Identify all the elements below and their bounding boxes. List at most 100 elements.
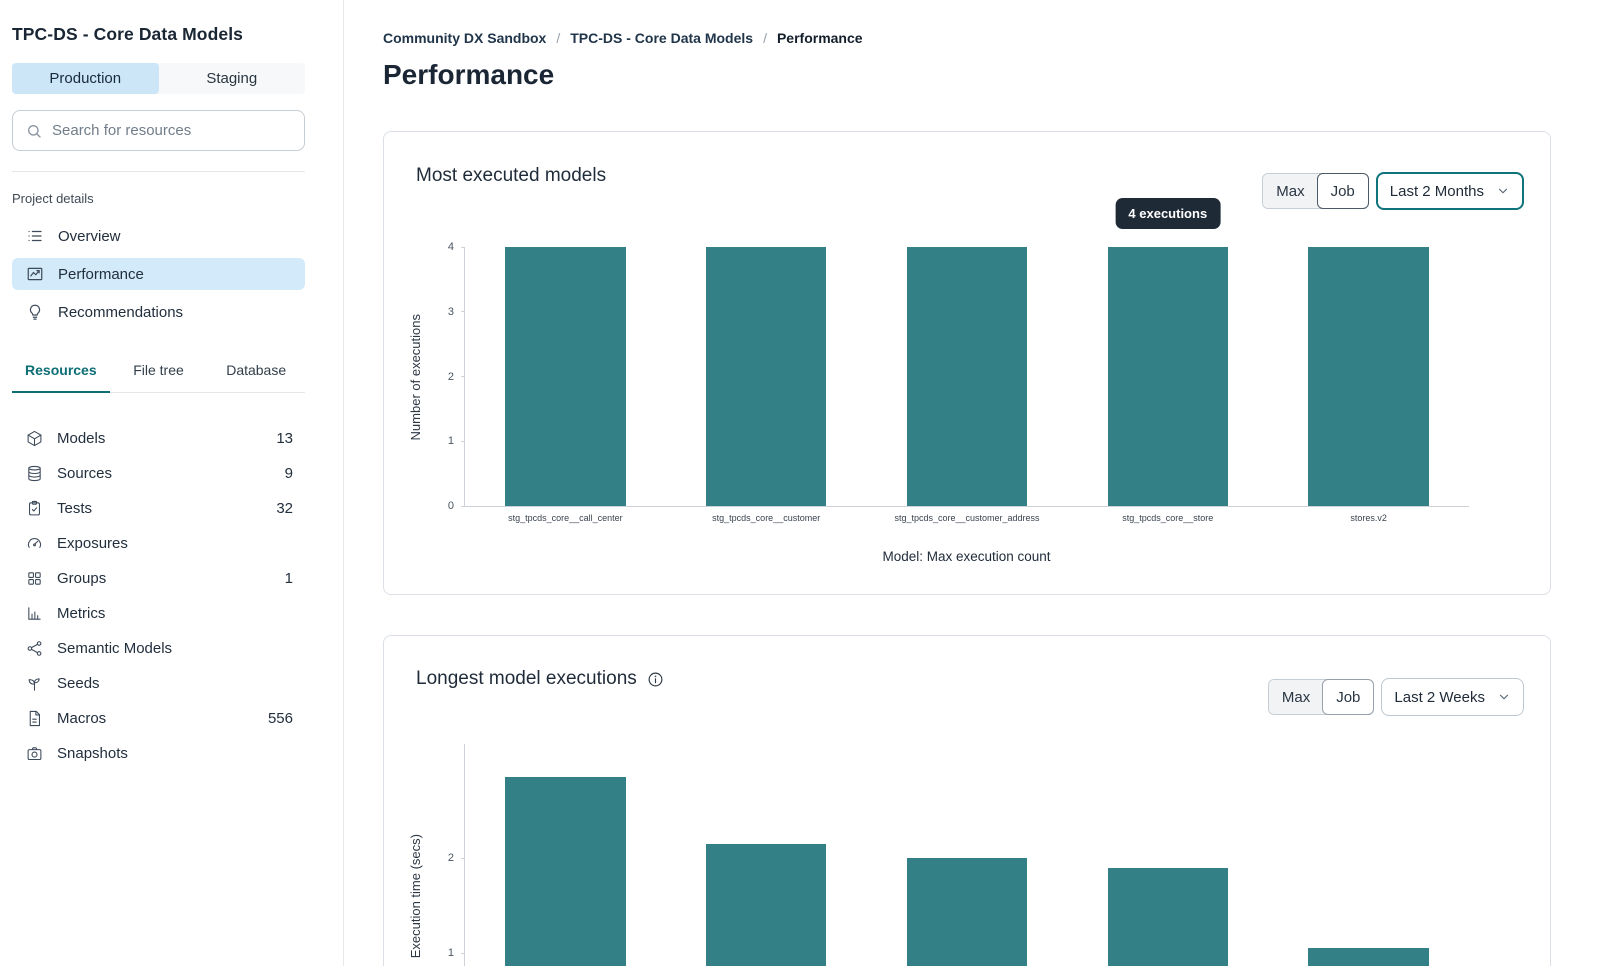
y-axis-tick: 2 bbox=[448, 852, 465, 864]
resource-tabs: Resources File tree Database bbox=[12, 362, 305, 393]
bar[interactable] bbox=[505, 247, 626, 506]
y-axis-tick: 0 bbox=[448, 500, 465, 512]
toggle-option-job[interactable]: Job bbox=[1316, 173, 1369, 209]
resource-count: 556 bbox=[267, 710, 293, 727]
main-content: Community DX Sandbox / TPC-DS - Core Dat… bbox=[344, 0, 1621, 966]
chart-line-icon bbox=[26, 265, 44, 283]
y-axis-tick: 2 bbox=[448, 371, 465, 383]
chevron-down-icon bbox=[1497, 690, 1511, 704]
resource-label: Sources bbox=[57, 465, 113, 482]
gauge-icon bbox=[26, 535, 43, 552]
nav-item-label: Overview bbox=[58, 227, 121, 245]
bar[interactable] bbox=[705, 843, 827, 966]
nav-item-overview[interactable]: Overview bbox=[12, 220, 305, 252]
bar[interactable] bbox=[1308, 948, 1429, 966]
bar[interactable] bbox=[705, 247, 827, 506]
nav-item-recommendations[interactable]: Recommendations bbox=[12, 296, 305, 328]
toggle-option-max[interactable]: Max bbox=[1263, 174, 1318, 208]
x-axis-label: stg_tpcds_core__store bbox=[1122, 513, 1214, 523]
page-title: Performance bbox=[383, 59, 555, 90]
search-input[interactable] bbox=[52, 122, 291, 139]
card-title: Longest model executions bbox=[416, 668, 664, 690]
y-axis-tick: 1 bbox=[448, 947, 465, 959]
bar[interactable] bbox=[1107, 247, 1229, 506]
x-axis-label: stg_tpcds_core__customer bbox=[712, 513, 821, 523]
resource-row-snapshots[interactable]: Snapshots bbox=[12, 736, 305, 771]
nav-item-label: Performance bbox=[58, 265, 144, 283]
resource-label: Models bbox=[57, 430, 106, 447]
y-axis-title-wrap: Number of executions bbox=[406, 247, 424, 507]
breadcrumb-project[interactable]: TPC-DS - Core Data Models bbox=[570, 30, 754, 46]
resource-count: 13 bbox=[276, 430, 293, 447]
cube-icon bbox=[26, 430, 43, 447]
sidebar-divider bbox=[12, 171, 305, 172]
y-axis-tick: 3 bbox=[448, 306, 465, 318]
max-job-toggle: Max Job bbox=[1267, 679, 1375, 715]
chart-controls: Max Job Last 2 Weeks bbox=[1267, 678, 1524, 716]
tab-database[interactable]: Database bbox=[226, 362, 287, 378]
database-icon bbox=[26, 465, 43, 482]
card-title-text: Longest model executions bbox=[416, 668, 637, 689]
bar[interactable] bbox=[906, 858, 1028, 966]
resource-label: Snapshots bbox=[57, 745, 128, 762]
chevron-down-icon bbox=[1496, 184, 1510, 198]
resource-count: 32 bbox=[276, 500, 293, 517]
nav-item-label: Recommendations bbox=[58, 303, 184, 321]
x-axis-title: Model: Max execution count bbox=[882, 549, 1051, 564]
file-text-icon bbox=[26, 710, 43, 727]
resource-row-macros[interactable]: Macros 556 bbox=[12, 701, 305, 736]
card-title-text: Most executed models bbox=[416, 165, 607, 186]
breadcrumb: Community DX Sandbox / TPC-DS - Core Dat… bbox=[383, 30, 1621, 46]
resource-row-groups[interactable]: Groups 1 bbox=[12, 561, 305, 596]
bar[interactable] bbox=[505, 777, 626, 966]
resource-label: Macros bbox=[57, 710, 107, 727]
tab-resources[interactable]: Resources bbox=[12, 362, 110, 393]
toggle-option-max[interactable]: Max bbox=[1268, 680, 1324, 714]
sprout-icon bbox=[26, 675, 43, 692]
tab-file-tree[interactable]: File tree bbox=[133, 362, 184, 378]
bar-chart-icon bbox=[26, 605, 43, 622]
sidebar: TPC-DS - Core Data Models Production Sta… bbox=[0, 0, 344, 966]
chart-tooltip: 4 executions bbox=[1115, 198, 1221, 229]
breadcrumb-separator: / bbox=[556, 30, 561, 46]
breadcrumb-account[interactable]: Community DX Sandbox bbox=[383, 30, 547, 46]
info-icon[interactable] bbox=[647, 671, 664, 688]
search-box[interactable] bbox=[12, 110, 305, 151]
bar[interactable] bbox=[1308, 247, 1429, 506]
resource-row-models[interactable]: Models 13 bbox=[12, 421, 305, 456]
toggle-option-job[interactable]: Job bbox=[1322, 679, 1375, 715]
y-axis-tick: 4 bbox=[448, 241, 465, 253]
resource-row-semantic-models[interactable]: Semantic Models bbox=[12, 631, 305, 666]
date-range-value: Last 2 Weeks bbox=[1394, 688, 1485, 706]
date-range-select[interactable]: Last 2 Months bbox=[1375, 172, 1524, 210]
env-tab-production[interactable]: Production bbox=[12, 63, 159, 94]
y-axis-title-wrap: Execution time (secs) bbox=[406, 744, 424, 966]
project-details-nav: Overview Performance Recommendations bbox=[12, 220, 305, 328]
resource-row-exposures[interactable]: Exposures bbox=[12, 526, 305, 561]
breadcrumb-current: Performance bbox=[776, 30, 863, 46]
nav-item-performance[interactable]: Performance bbox=[12, 258, 305, 290]
most-executed-models-card: Most executed models Max Job Last 2 Mont… bbox=[383, 131, 1551, 595]
y-axis-tick: 1 bbox=[448, 435, 465, 447]
resource-row-metrics[interactable]: Metrics bbox=[12, 596, 305, 631]
chart-controls: Max Job Last 2 Months bbox=[1262, 172, 1524, 210]
resource-row-tests[interactable]: Tests 32 bbox=[12, 491, 305, 526]
environment-toggle: Production Staging bbox=[12, 63, 305, 94]
date-range-select[interactable]: Last 2 Weeks bbox=[1381, 678, 1524, 716]
resource-row-seeds[interactable]: Seeds bbox=[12, 666, 305, 701]
bar[interactable] bbox=[1107, 867, 1229, 966]
project-details-heading: Project details bbox=[12, 191, 94, 206]
resource-label: Tests bbox=[57, 500, 93, 517]
env-tab-staging[interactable]: Staging bbox=[206, 70, 258, 87]
resource-list: Models 13 Sources 9 Tests 32 Exposures bbox=[12, 421, 305, 771]
resource-row-sources[interactable]: Sources 9 bbox=[12, 456, 305, 491]
bar[interactable] bbox=[906, 247, 1028, 506]
resource-label: Metrics bbox=[57, 605, 106, 622]
resource-label: Groups bbox=[57, 570, 107, 587]
lightbulb-icon bbox=[26, 303, 44, 321]
clipboard-check-icon bbox=[26, 500, 43, 517]
y-axis-title: Number of executions bbox=[407, 313, 423, 441]
x-axis-label: stg_tpcds_core__customer_address bbox=[894, 513, 1040, 523]
x-axis-label: stg_tpcds_core__call_center bbox=[508, 513, 623, 523]
